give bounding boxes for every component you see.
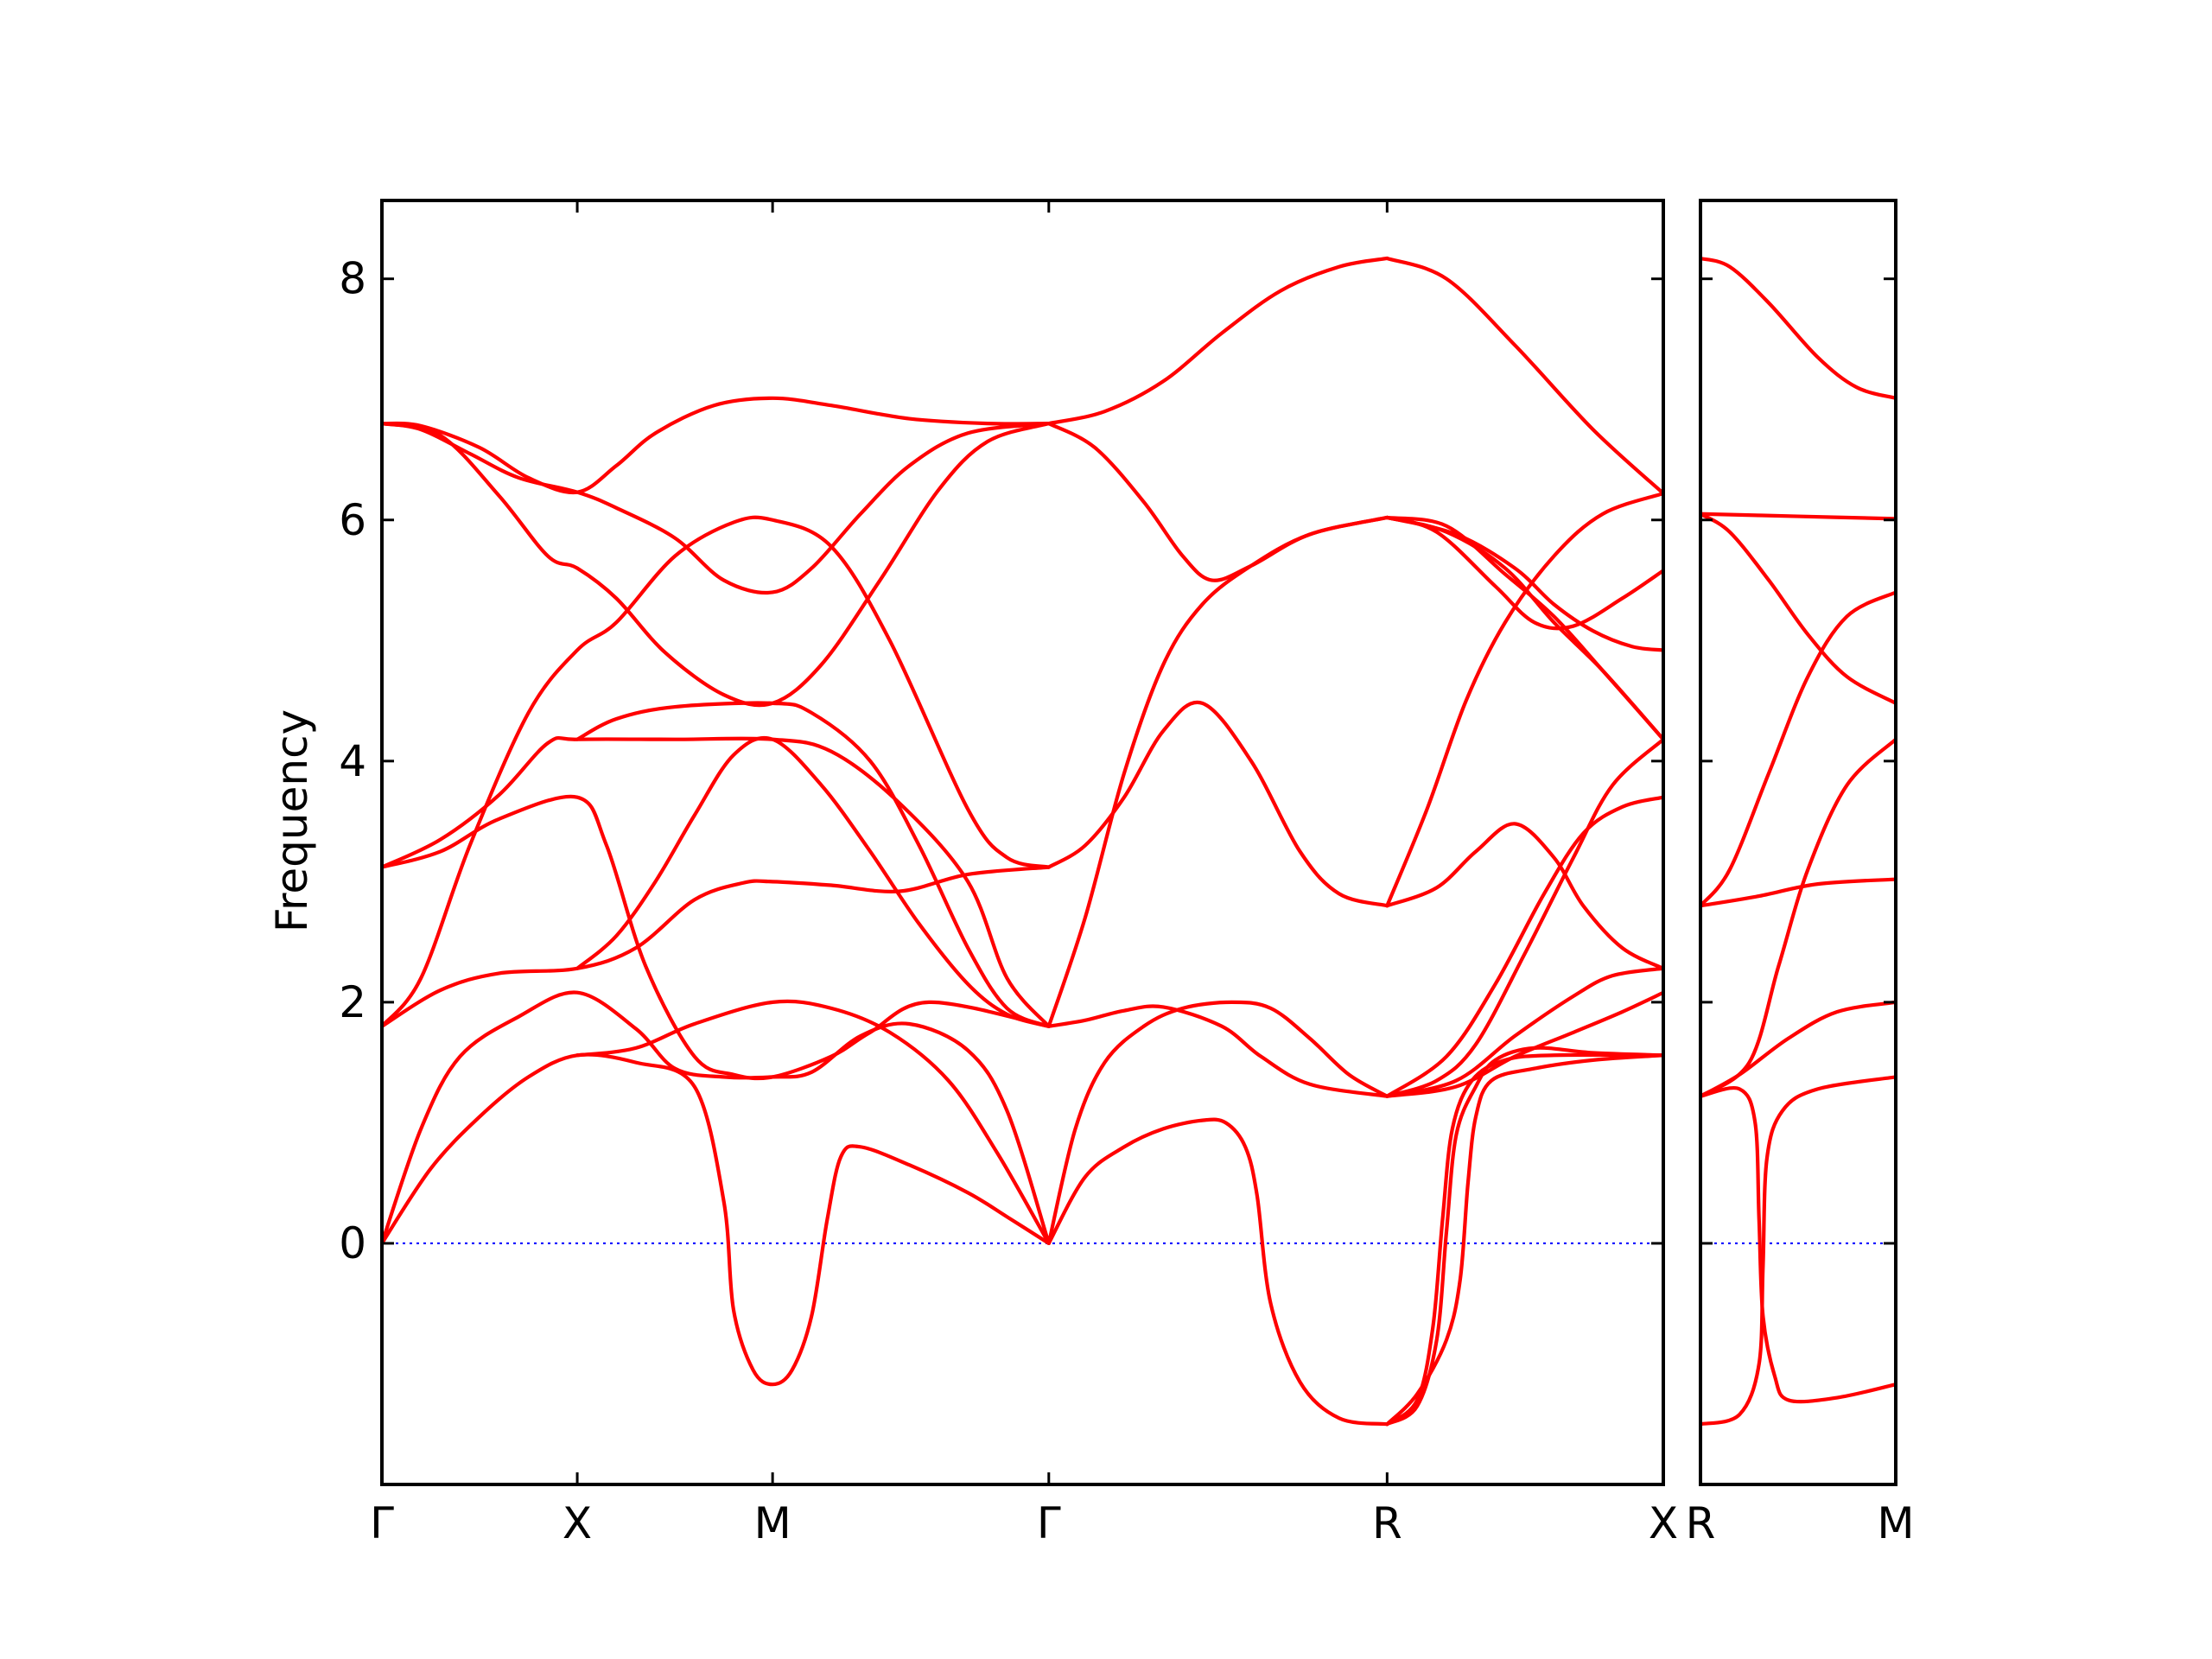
band-line: [575, 999, 1051, 1246]
band-line: [1385, 491, 1663, 908]
band-line: [382, 396, 1051, 495]
x-tick-label: X: [1649, 1498, 1678, 1548]
band-line: [1700, 877, 1896, 908]
x-tick-label: Γ: [370, 1498, 394, 1548]
band-line: [575, 735, 1051, 1028]
band-line: [1385, 1046, 1663, 1427]
band-line: [1385, 515, 1663, 631]
band-line: [382, 422, 1051, 595]
y-tick-label: 8: [339, 254, 366, 304]
band-line: [1700, 256, 1896, 400]
y-tick-label: 0: [339, 1218, 366, 1268]
band-line: [1700, 1000, 1896, 1098]
band-line: [1385, 737, 1663, 1098]
band-line: [382, 515, 1051, 1028]
band-lines: [1700, 256, 1896, 1427]
band-line: [1385, 515, 1663, 741]
band-line: [382, 990, 1051, 1246]
panel-main: Γ X M Γ R X 0 2 4 6 8: [339, 199, 1678, 1548]
band-line: [1700, 512, 1896, 521]
x-tick-label: Γ: [1037, 1498, 1061, 1548]
x-tick-label: X: [563, 1498, 592, 1548]
band-line: [1700, 737, 1896, 1098]
band-line: [382, 735, 1051, 1028]
band-line: [382, 422, 1051, 708]
band-line: [1700, 590, 1896, 908]
x-tick-label: R: [1372, 1498, 1402, 1548]
band-line: [382, 865, 1051, 1028]
band-line: [1385, 256, 1663, 496]
band-line: [1700, 1075, 1896, 1427]
band-line: [1385, 822, 1663, 970]
x-tick-label: M: [1877, 1498, 1914, 1548]
band-line: [1385, 966, 1663, 1098]
band-line: [1046, 700, 1389, 908]
y-tick-label: 2: [339, 977, 366, 1027]
band-line: [1046, 1117, 1389, 1427]
band-line: [1385, 1052, 1663, 1427]
band-line: [1700, 512, 1896, 705]
band-line: [1046, 1000, 1389, 1246]
y-tick-label: 4: [339, 736, 366, 786]
band-line: [1385, 515, 1663, 652]
band-line: [1385, 1053, 1663, 1427]
band-line: [1046, 256, 1389, 426]
y-tick-label: 6: [339, 495, 366, 545]
band-line: [1385, 795, 1663, 1098]
band-line: [1046, 1004, 1389, 1098]
band-lines: [382, 256, 1663, 1427]
plot-frame: [380, 199, 1665, 1486]
band-line: [575, 701, 1051, 1028]
plot-frame: [1699, 199, 1897, 1486]
band-line: [382, 1052, 1051, 1387]
x-tick-label: R: [1686, 1498, 1716, 1548]
band-line: [1046, 422, 1389, 582]
y-axis-label: Frequency: [267, 709, 317, 932]
x-tick-label: M: [754, 1498, 791, 1548]
